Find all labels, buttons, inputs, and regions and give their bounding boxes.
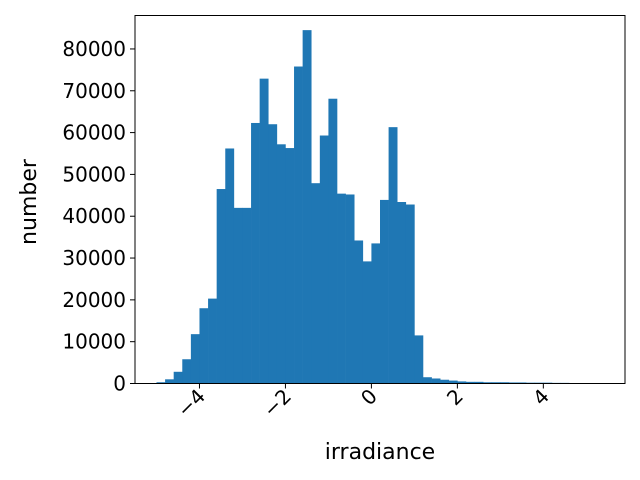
histogram-bar [328, 98, 338, 384]
histogram-bar [294, 66, 303, 384]
x-tick-label: −4 [172, 384, 210, 422]
histogram-bar [251, 122, 260, 384]
histogram-bar [397, 202, 407, 384]
histogram-bar [422, 377, 432, 384]
y-tick-label: 80000 [62, 37, 126, 61]
histogram-bar [182, 359, 192, 384]
histogram-bar [276, 144, 286, 384]
histogram-bar [465, 381, 475, 384]
histogram-bar [448, 380, 458, 384]
histogram-bar [388, 127, 398, 384]
histogram-bar [457, 381, 467, 384]
histogram-bar [199, 308, 209, 384]
histogram-bar [440, 379, 450, 384]
y-tick-label: 50000 [62, 162, 126, 186]
histogram-bar [259, 78, 269, 384]
histogram-bar [156, 382, 166, 384]
histogram-bar [405, 204, 415, 384]
histogram-bar [508, 382, 518, 384]
histogram-bar [302, 30, 312, 384]
histogram-bar [362, 261, 372, 384]
histogram-bar [216, 189, 226, 384]
histogram-bar [285, 148, 295, 384]
histogram-bar [311, 183, 321, 384]
histogram-bar [345, 194, 355, 384]
y-tick-label: 20000 [62, 288, 126, 312]
histogram-bars [156, 30, 570, 384]
histogram-bar [242, 207, 252, 384]
y-tick-label: 30000 [62, 246, 126, 270]
histogram-bar [173, 371, 183, 384]
y-tick-label: 60000 [62, 121, 126, 145]
y-axis-label: number [17, 158, 42, 245]
histogram-bar [483, 382, 493, 384]
histogram-bar [165, 379, 174, 384]
histogram-bar [491, 382, 501, 384]
histogram-bar [354, 240, 364, 384]
y-tick-label: 0 [113, 372, 126, 396]
histogram-bar [225, 148, 235, 384]
histogram-bar [371, 243, 381, 384]
histogram-bar [500, 382, 510, 384]
histogram-bar [431, 378, 441, 384]
x-tick-label: 4 [528, 384, 554, 410]
histogram-bar [208, 298, 217, 384]
x-axis-label: irradiance [325, 440, 435, 465]
x-tick-label: 2 [442, 384, 468, 410]
histogram-bar [268, 124, 278, 384]
histogram-bar [337, 193, 346, 384]
histogram-bar [380, 199, 389, 384]
histogram-bar [414, 335, 424, 384]
histogram-bar [190, 334, 200, 384]
x-axis-ticks: −4 −2 0 2 4 [172, 383, 554, 422]
histogram-bar [474, 381, 484, 384]
y-tick-label: 10000 [62, 330, 126, 354]
y-tick-label: 70000 [62, 79, 126, 103]
x-tick-label: 0 [356, 384, 382, 410]
y-axis-ticks: 0 10000 20000 30000 40000 50000 60000 70000 8000… [62, 37, 135, 396]
histogram-bar [233, 207, 243, 384]
plot-frame [134, 15, 626, 384]
x-tick-label: −2 [258, 384, 296, 422]
histogram-bar [319, 135, 329, 384]
histogram-bar [517, 382, 527, 384]
y-tick-label: 40000 [62, 204, 126, 228]
